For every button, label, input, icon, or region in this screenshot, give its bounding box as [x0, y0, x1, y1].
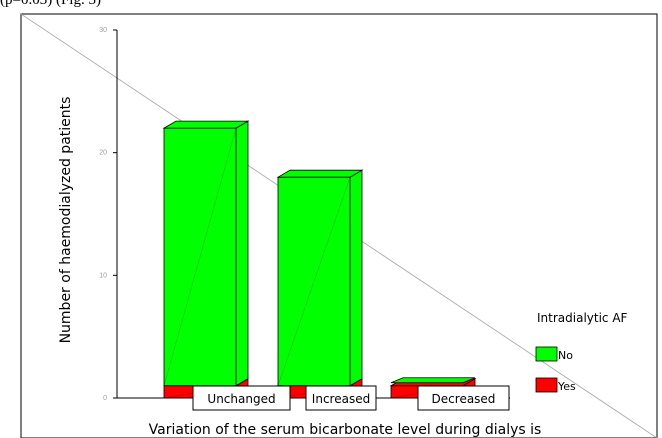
- bar-no-cap-decreased: [390, 377, 476, 384]
- legend-swatch-no: [535, 346, 558, 362]
- bar-no-unchanged-diag: [163, 128, 237, 386]
- y-tick-label: 20: [99, 150, 107, 157]
- bar-no-increased-top: [276, 169, 364, 178]
- y-axis-label: Number of haemodialyzed patients: [58, 97, 74, 344]
- bar-no-unchanged-top: [162, 120, 250, 129]
- category-label: Increased: [312, 392, 370, 406]
- bar-no-unchanged-side: [235, 120, 249, 387]
- bar-no-increased-side: [349, 169, 363, 387]
- bar-no-unchanged: [162, 120, 250, 387]
- y-tick-label: 0: [103, 395, 107, 402]
- category-label-box: [417, 385, 510, 411]
- category-label-box: [305, 385, 377, 411]
- category-label: Unchanged: [207, 392, 275, 406]
- legend-swatch-yes: [535, 377, 558, 393]
- category-label-box: [192, 385, 291, 411]
- bar-no-increased: [276, 169, 364, 387]
- bar-no-increased-diag: [277, 177, 351, 386]
- legend-label-yes: Yes: [557, 380, 576, 393]
- legend-label-no: No: [558, 349, 573, 362]
- y-tick-label: 30: [99, 27, 107, 34]
- category-label: Decreased: [432, 392, 496, 406]
- legend-title: Intradialytic AF: [537, 311, 628, 325]
- y-tick-label: 10: [99, 272, 107, 279]
- x-axis-label: Variation of the serum bicarbonate level…: [149, 422, 542, 438]
- legend: Intradialytic AF No Yes: [535, 311, 628, 393]
- header-text: (p=0.03) (Fig. 3): [0, 0, 101, 8]
